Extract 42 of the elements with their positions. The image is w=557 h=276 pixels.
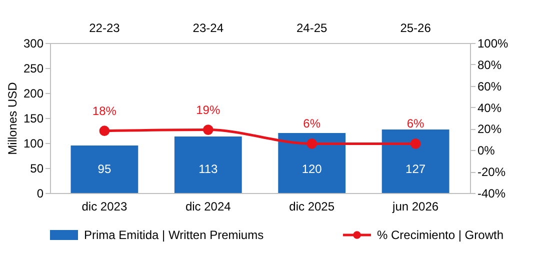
point bbox=[306, 138, 318, 149]
y-tick-label: 100 bbox=[23, 136, 44, 150]
bar bbox=[382, 130, 450, 193]
text: 24-25 bbox=[296, 21, 328, 35]
text: 22-23 bbox=[89, 21, 120, 35]
x-tick-label: dic 2025 bbox=[289, 200, 335, 214]
y2-tick-label: 20% bbox=[478, 122, 502, 136]
text: 23-24 bbox=[192, 21, 224, 35]
y-tick-label: 50 bbox=[30, 162, 44, 176]
y-tick-label: 150 bbox=[23, 112, 44, 126]
y2-tick-label: 60% bbox=[478, 79, 502, 94]
data-label: 95 bbox=[98, 162, 112, 176]
data-label: 19% bbox=[196, 102, 220, 117]
y2-tick-label: 80% bbox=[478, 58, 502, 72]
y2-tick-label: 100% bbox=[478, 36, 509, 50]
data-label: 113 bbox=[198, 162, 218, 176]
y2-tick-label: -20% bbox=[478, 165, 506, 180]
point bbox=[99, 126, 110, 136]
y-tick-label: 250 bbox=[23, 62, 44, 76]
data-label: 18% bbox=[92, 104, 117, 118]
y-axis-title: Millones USD bbox=[5, 82, 20, 155]
bar bbox=[174, 136, 242, 193]
x-tick-label: dic 2024 bbox=[185, 200, 232, 214]
y-tick-label: 200 bbox=[23, 86, 44, 100]
data-label: 127 bbox=[406, 162, 426, 176]
x-tick-label: dic 2023 bbox=[82, 200, 128, 214]
point bbox=[410, 138, 421, 149]
y2-tick-label: 0% bbox=[478, 144, 496, 158]
y2-tick-label: -40% bbox=[478, 186, 506, 200]
data-label: 120 bbox=[302, 162, 322, 176]
point bbox=[202, 124, 214, 135]
bar bbox=[70, 146, 138, 193]
y2-tick-label: 40% bbox=[478, 100, 502, 115]
text: 25-26 bbox=[400, 21, 432, 35]
x-tick-label: jun 2026 bbox=[392, 200, 439, 214]
y-tick-label: 300 bbox=[23, 36, 44, 50]
legend-label: Prima Emitida | Written Premiums bbox=[84, 228, 264, 242]
y-tick-label: 0 bbox=[36, 186, 44, 200]
data-label: 6% bbox=[303, 116, 321, 131]
data-label: 6% bbox=[406, 116, 425, 131]
bar bbox=[278, 133, 346, 193]
legend-label: % Crecimiento | Growth bbox=[377, 228, 504, 242]
